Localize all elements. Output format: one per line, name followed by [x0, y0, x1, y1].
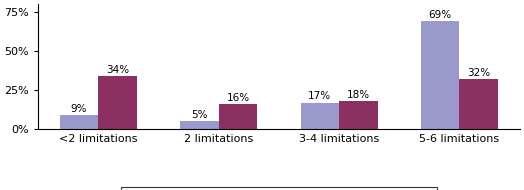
Text: 18%: 18%: [347, 90, 370, 100]
Bar: [421, 21, 460, 129]
Legend: Nursing Home Claimants, Assisted Living Claimants: Nursing Home Claimants, Assisted Living …: [121, 187, 437, 190]
Bar: [99, 76, 137, 129]
Bar: [460, 79, 498, 129]
Text: 17%: 17%: [308, 91, 331, 101]
Bar: [60, 115, 99, 129]
Text: 34%: 34%: [106, 65, 129, 75]
Bar: [219, 104, 257, 129]
Text: 9%: 9%: [71, 104, 88, 114]
Bar: [180, 121, 219, 129]
Text: 69%: 69%: [429, 10, 452, 20]
Text: 32%: 32%: [467, 68, 490, 78]
Bar: [301, 103, 339, 129]
Bar: [339, 101, 378, 129]
Text: 5%: 5%: [191, 110, 208, 120]
Text: 16%: 16%: [226, 93, 249, 103]
